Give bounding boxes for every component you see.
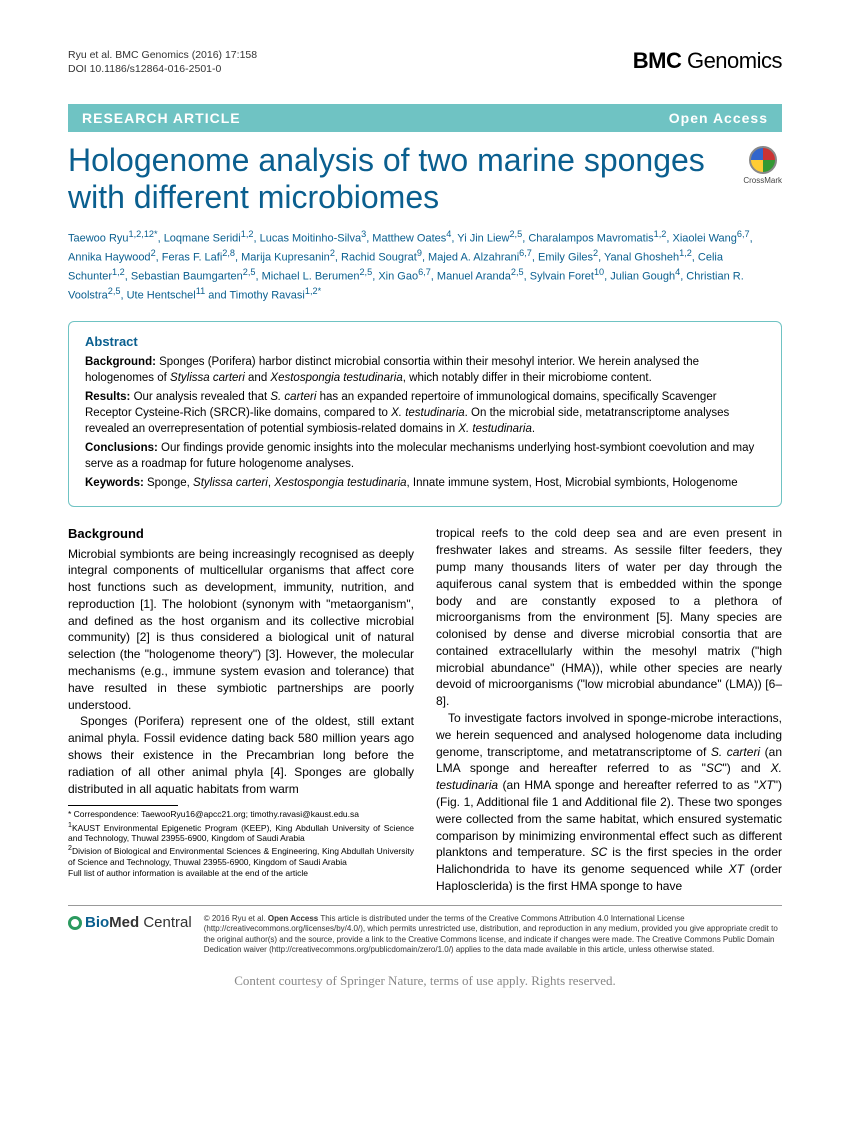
body-paragraph: tropical reefs to the cold deep sea and … (436, 525, 782, 710)
body-columns: Background Microbial symbionts are being… (68, 525, 782, 895)
journal-logo: BMC Genomics (633, 48, 782, 74)
citation-block: Ryu et al. BMC Genomics (2016) 17:158 DO… (68, 48, 257, 76)
courtesy-line: Content courtesy of Springer Nature, ter… (68, 973, 782, 989)
correspondence-line: * Correspondence: TaewooRyu16@apcc21.org… (68, 809, 414, 820)
section-heading: Background (68, 525, 414, 543)
article-type-label: RESEARCH ARTICLE (82, 110, 241, 126)
page-header: Ryu et al. BMC Genomics (2016) 17:158 DO… (68, 48, 782, 76)
body-paragraph: To investigate factors involved in spong… (436, 710, 782, 895)
author-list: Taewoo Ryu1,2,12*, Loqmane Seridi1,2, Lu… (68, 228, 782, 305)
article-title: Hologenome analysis of two marine sponge… (68, 142, 733, 216)
abstract-conclusions: Conclusions: Our findings provide genomi… (85, 440, 765, 472)
correspondence-divider (68, 805, 178, 806)
license-footer: BioMed Central © 2016 Ryu et al. Open Ac… (68, 905, 782, 956)
correspondence-line: 1KAUST Environmental Epigenetic Program … (68, 821, 414, 845)
abstract-background: Background: Sponges (Porifera) harbor di… (85, 354, 765, 386)
open-circle-icon (68, 916, 82, 930)
body-paragraph: Microbial symbionts are being increasing… (68, 546, 414, 714)
correspondence-block: * Correspondence: TaewooRyu16@apcc21.org… (68, 809, 414, 879)
left-column: Background Microbial symbionts are being… (68, 525, 414, 895)
abstract-heading: Abstract (85, 334, 765, 349)
biomed-central-logo: BioMed Central (68, 914, 192, 931)
crossmark-label: CrossMark (743, 176, 782, 185)
crossmark-icon (749, 146, 777, 174)
correspondence-line: Full list of author information is avail… (68, 868, 414, 879)
body-paragraph: Sponges (Porifera) represent one of the … (68, 713, 414, 797)
right-column: tropical reefs to the cold deep sea and … (436, 525, 782, 895)
abstract-keywords: Keywords: Sponge, Stylissa carteri, Xest… (85, 475, 765, 491)
abstract-box: Abstract Background: Sponges (Porifera) … (68, 321, 782, 508)
correspondence-line: 2Division of Biological and Environmenta… (68, 844, 414, 868)
license-text: © 2016 Ryu et al. Open Access This artic… (204, 914, 782, 956)
citation-line: Ryu et al. BMC Genomics (2016) 17:158 (68, 48, 257, 62)
doi-line: DOI 10.1186/s12864-016-2501-0 (68, 62, 257, 76)
crossmark-badge[interactable]: CrossMark (743, 146, 782, 185)
open-access-label: Open Access (669, 110, 768, 126)
abstract-results: Results: Our analysis revealed that S. c… (85, 389, 765, 437)
title-row: Hologenome analysis of two marine sponge… (68, 142, 782, 228)
article-type-banner: RESEARCH ARTICLE Open Access (68, 104, 782, 132)
